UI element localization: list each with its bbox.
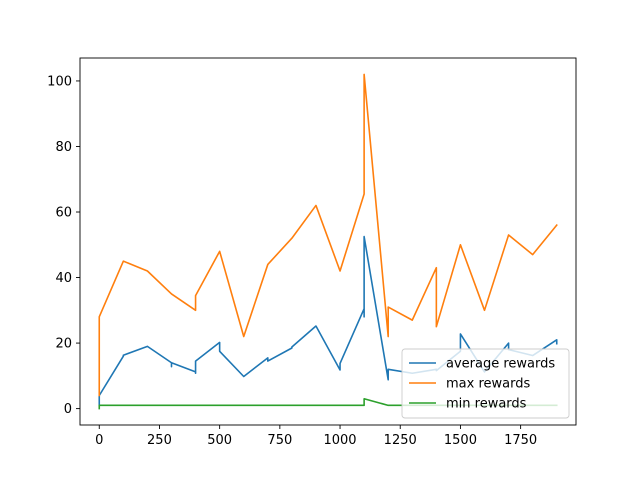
legend-label: max rewards [446,377,530,392]
x-tick-label: 0 [95,433,103,448]
y-tick-label: 40 [55,271,72,286]
plot-frame [79,57,577,426]
y-tick-label: 20 [55,337,72,352]
legend-box [401,348,570,419]
legend-label: average rewards [446,357,555,372]
legend-label: min rewards [446,397,527,412]
series-line-average-rewards [98,235,558,407]
series-line-max-rewards [98,73,558,397]
legend: average rewards max rewards min rewards [401,348,570,419]
y-tick-label: 0 [64,402,72,417]
x-tick-label: 1250 [384,433,417,448]
axes: 0 250 500 750 1000 1250 1500 1750 0 20 40 60 80 100 [47,57,577,448]
x-tick-label: 250 [147,433,172,448]
x-tick-label: 750 [267,433,292,448]
x-tick-label: 1500 [444,433,477,448]
y-tick-label: 100 [47,74,72,89]
y-tick-label: 60 [55,206,72,221]
y-tick-label: 80 [55,140,72,155]
x-tick-label: 500 [207,433,232,448]
x-tick-label: 1750 [504,433,537,448]
x-tick-label: 1000 [323,433,356,448]
